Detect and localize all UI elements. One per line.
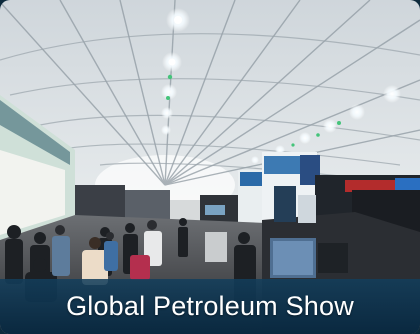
caption-bar: Global Petroleum Show (0, 279, 420, 334)
crowd (5, 218, 256, 305)
caption-title: Global Petroleum Show (66, 291, 354, 321)
left-wall-banner (0, 100, 70, 165)
ceiling-lights (161, 8, 401, 164)
green-lights (166, 74, 341, 147)
roof-trusses (0, 0, 420, 186)
